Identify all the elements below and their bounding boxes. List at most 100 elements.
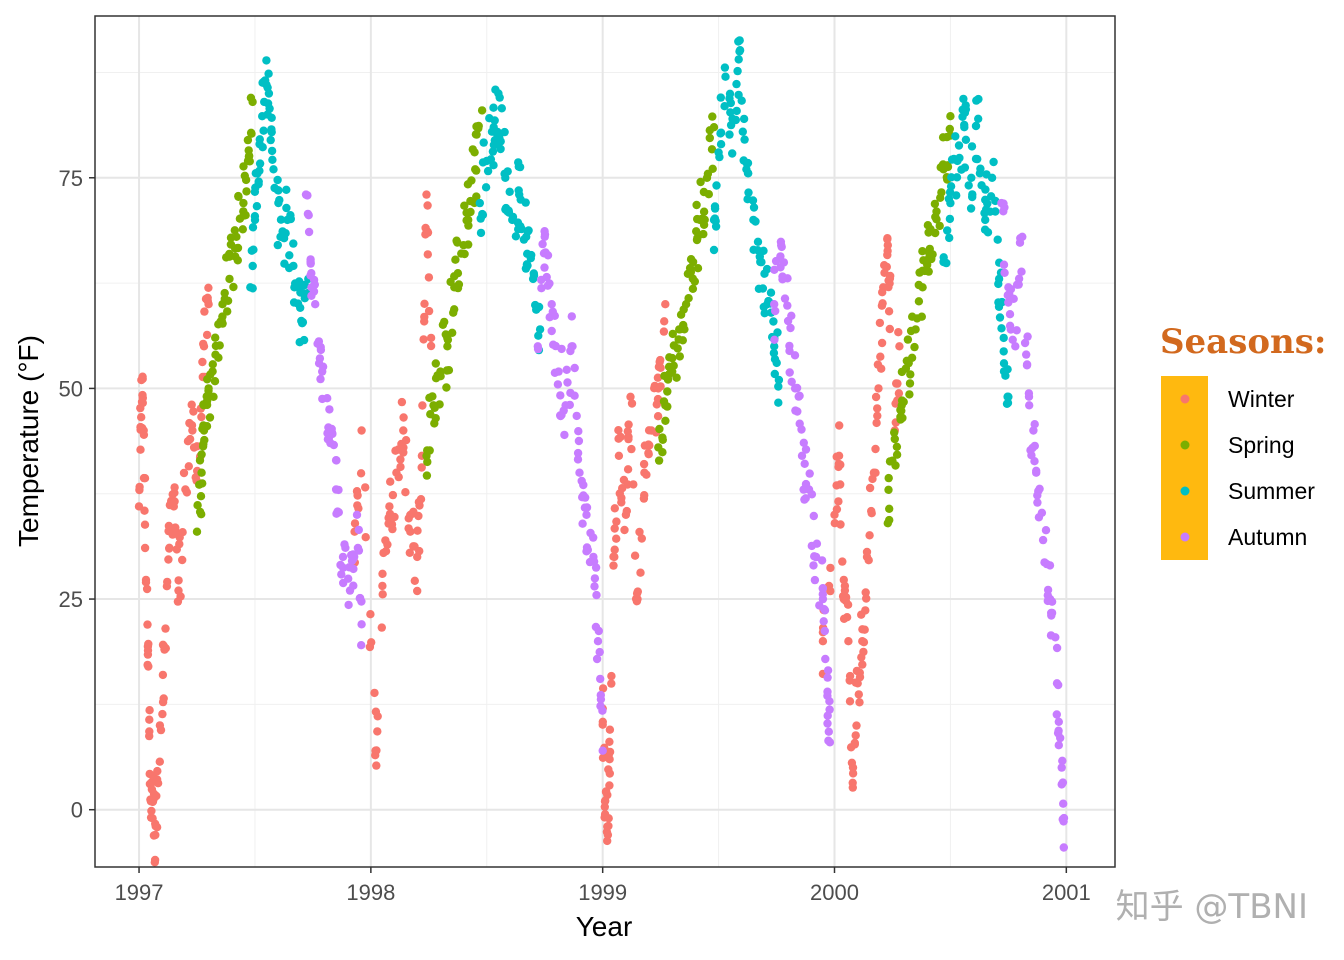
data-point-summer — [999, 347, 1008, 356]
data-point-autumn — [1053, 728, 1063, 738]
data-point-winter — [387, 520, 397, 529]
data-point-summer — [489, 103, 498, 112]
data-point-winter — [636, 568, 645, 577]
data-point-spring — [423, 457, 432, 467]
data-point-spring — [668, 329, 677, 339]
data-point-spring — [884, 485, 893, 494]
data-point-autumn — [329, 440, 338, 450]
data-point-spring — [943, 161, 952, 170]
data-point-spring — [195, 507, 205, 517]
data-point-winter — [639, 459, 649, 469]
data-point-spring — [897, 367, 907, 377]
data-point-winter — [182, 488, 192, 497]
data-point-autumn — [574, 436, 584, 446]
data-point-winter — [399, 413, 408, 422]
data-point-summer — [999, 359, 1009, 368]
data-point-autumn — [349, 564, 358, 574]
data-point-winter — [199, 339, 208, 349]
data-point-winter — [653, 412, 663, 421]
data-point-summer — [515, 162, 525, 172]
data-point-winter — [627, 399, 637, 408]
data-point-summer — [269, 165, 278, 174]
data-point-autumn — [590, 582, 599, 591]
legend-label-summer: Summer — [1228, 478, 1315, 504]
data-point-autumn — [1017, 267, 1026, 276]
data-point-summer — [966, 204, 976, 213]
data-point-summer — [265, 104, 274, 113]
data-point-winter — [401, 488, 410, 497]
data-point-spring — [923, 260, 932, 269]
data-point-spring — [234, 191, 243, 201]
data-point-summer — [516, 222, 525, 231]
data-point-autumn — [1041, 526, 1051, 535]
y-tick-label: 0 — [71, 798, 83, 823]
data-point-spring — [690, 277, 699, 286]
data-point-autumn — [1052, 710, 1062, 719]
data-point-winter — [884, 282, 893, 292]
data-point-autumn — [1059, 799, 1068, 808]
data-point-summer — [981, 185, 990, 194]
data-point-spring — [945, 124, 954, 134]
data-point-winter — [397, 397, 407, 407]
data-point-winter — [155, 757, 164, 766]
data-point-winter — [142, 584, 152, 594]
data-point-winter — [836, 520, 845, 529]
data-point-winter — [161, 624, 170, 633]
data-point-spring — [205, 413, 215, 422]
data-point-autumn — [801, 445, 811, 454]
data-point-summer — [743, 158, 753, 168]
data-point-autumn — [820, 606, 830, 615]
data-point-spring — [241, 175, 251, 185]
plot-panel-border — [94, 15, 1116, 868]
data-point-autumn — [1033, 498, 1042, 507]
data-point-autumn — [573, 448, 583, 458]
data-point-winter — [385, 502, 394, 511]
data-point-spring — [905, 390, 914, 399]
data-point-summer — [523, 227, 533, 236]
data-point-winter — [394, 472, 403, 482]
data-point-winter — [200, 307, 209, 316]
data-point-spring — [885, 504, 894, 513]
data-point-summer — [999, 367, 1009, 376]
data-point-summer — [737, 96, 746, 105]
data-point-autumn — [543, 281, 552, 290]
data-point-autumn — [1047, 597, 1057, 606]
data-point-summer — [252, 202, 262, 211]
data-point-winter — [845, 671, 855, 681]
data-point-autumn — [547, 326, 556, 336]
data-point-winter — [622, 506, 631, 516]
data-point-winter — [178, 555, 187, 565]
data-point-autumn — [344, 600, 353, 610]
data-point-summer — [276, 215, 286, 224]
data-point-summer — [731, 115, 740, 125]
data-point-summer — [282, 203, 291, 213]
data-point-summer — [285, 251, 294, 260]
data-point-spring — [472, 192, 481, 201]
data-point-winter — [653, 373, 663, 382]
data-point-winter — [161, 644, 170, 653]
data-point-autumn — [327, 424, 336, 434]
data-point-winter — [855, 672, 865, 682]
data-point-autumn — [311, 300, 320, 309]
data-point-winter — [871, 468, 880, 477]
data-point-autumn — [805, 469, 814, 478]
data-point-autumn — [334, 485, 343, 495]
data-point-summer — [772, 358, 781, 368]
data-point-summer — [725, 89, 735, 99]
data-point-autumn — [357, 620, 366, 629]
data-point-winter — [623, 465, 633, 474]
data-point-summer — [955, 153, 964, 163]
data-point-autumn — [1035, 484, 1044, 493]
data-point-winter — [633, 587, 642, 596]
data-point-winter — [598, 720, 607, 729]
data-point-winter — [616, 432, 625, 442]
data-point-summer — [721, 72, 730, 81]
data-point-spring — [907, 353, 917, 362]
legend-label-autumn: Autumn — [1228, 524, 1307, 550]
data-point-winter — [605, 747, 615, 757]
data-point-winter — [184, 462, 193, 471]
data-point-autumn — [573, 455, 583, 464]
data-point-autumn — [999, 199, 1008, 208]
x-tick-label: 1999 — [578, 880, 627, 905]
data-point-winter — [843, 600, 853, 609]
